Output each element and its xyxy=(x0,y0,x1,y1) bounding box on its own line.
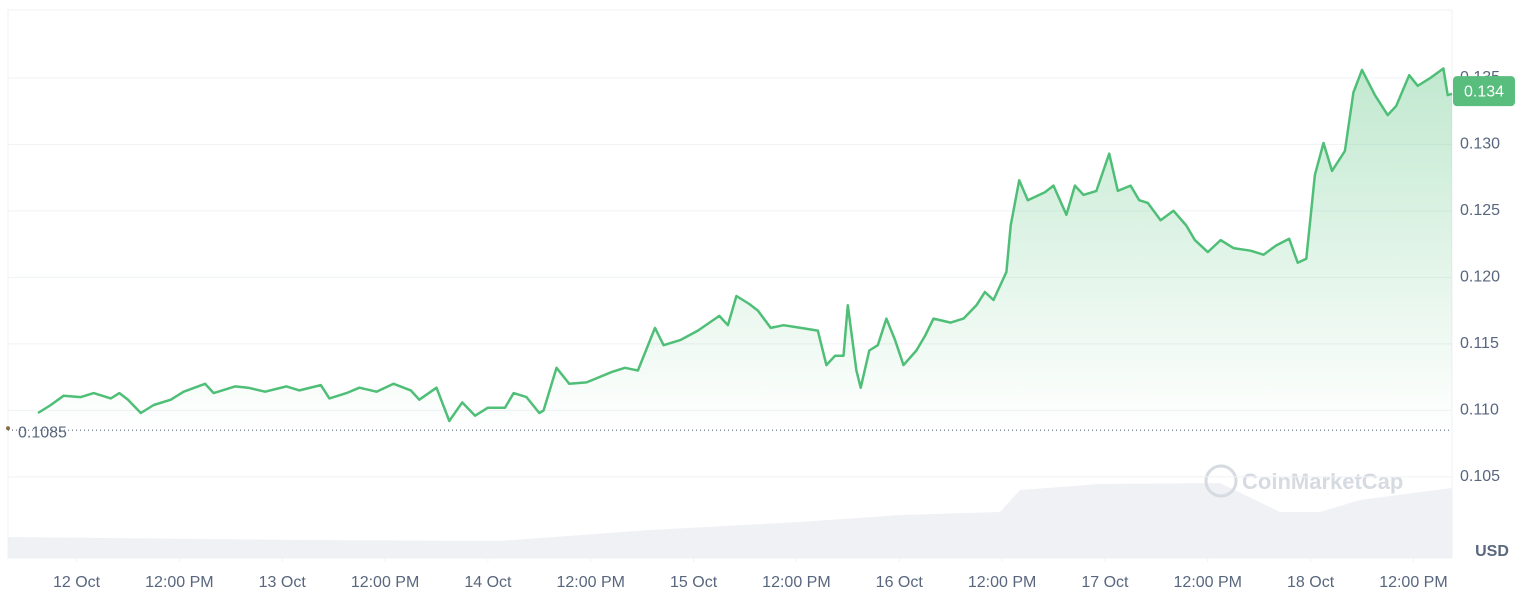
y-tick-label: 0.110 xyxy=(1460,402,1499,419)
price-area xyxy=(37,68,1453,431)
current-price-tag: 0.134 xyxy=(1453,76,1515,107)
y-tick-label: 0.115 xyxy=(1460,335,1499,352)
x-tick-label: 12:00 PM xyxy=(1174,574,1242,591)
x-tick-label: 12:00 PM xyxy=(968,574,1036,591)
volume-area xyxy=(8,483,1452,558)
y-tick-label: 0.130 xyxy=(1460,136,1500,153)
x-tick-label: 17 Oct xyxy=(1081,574,1129,591)
open-price-dot xyxy=(6,426,10,431)
y-tick-label: 0.105 xyxy=(1460,468,1500,485)
y-tick-label: 0.125 xyxy=(1460,202,1500,219)
y-unit: USD xyxy=(1475,543,1509,560)
current-price-box xyxy=(1453,76,1515,107)
watermark: CoinMarketCap xyxy=(1204,464,1403,498)
x-tick-label: 16 Oct xyxy=(876,574,924,591)
y-tick-label: 0.120 xyxy=(1460,269,1500,286)
current-price-label: 0.134 xyxy=(1464,83,1504,100)
x-tick-label: 18 Oct xyxy=(1287,574,1335,591)
x-tick-label: 12:00 PM xyxy=(145,574,213,591)
x-tick-label: 12:00 PM xyxy=(351,574,419,591)
x-tick-label: 12:00 PM xyxy=(1379,574,1447,591)
price-line xyxy=(37,67,1453,423)
x-tick-label: 12:00 PM xyxy=(762,574,830,591)
x-tick-label: 12 Oct xyxy=(53,574,101,591)
watermark-text: CoinMarketCap xyxy=(1242,469,1403,494)
x-tick-label: 14 Oct xyxy=(464,574,512,591)
x-tick-label: 15 Oct xyxy=(670,574,718,591)
x-tick-label: 13 Oct xyxy=(259,574,307,591)
x-tick-label: 12:00 PM xyxy=(556,574,624,591)
